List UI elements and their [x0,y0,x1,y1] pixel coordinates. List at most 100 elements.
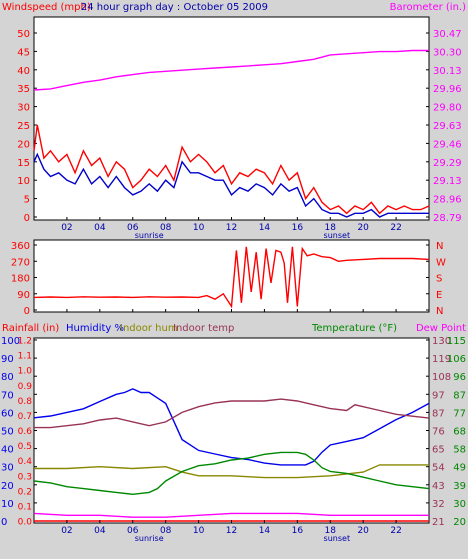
p1-xtick-label-3: 08 [160,223,172,233]
compass-tick-3: W [436,257,446,268]
dir-tick-4: 360 [11,241,30,252]
wind-tick-3: 15 [17,158,30,169]
series-dew-point [33,512,429,518]
series-wind-direction [33,246,430,309]
p3-xtick-label-0: 02 [61,526,72,536]
temperature-tick-2: 39 [453,481,466,492]
temperature-humidity-plot-area [33,337,430,524]
baro-tick-7: 29.96 [433,84,462,95]
compass-tick-0: N [436,306,443,317]
indoor-temp-tick-10: 130 [432,336,451,347]
rain-tick-12: 1.2 [18,337,32,347]
p3-xtick-label-3: 08 [160,526,172,536]
wind-tick-9: 45 [17,47,30,58]
rain-tick-0: 0.0 [18,518,33,528]
humidity-tick-10: 100 [1,336,20,347]
indoor-temp-tick-2: 43 [432,481,445,492]
series-wind-average [33,152,429,218]
p3-sunrise-label: sunrise [135,534,164,543]
baro-tick-0: 28.79 [433,213,462,224]
p1-xtick-label-9: 20 [357,223,369,233]
humidity-tick-9: 90 [1,354,14,365]
series-barometer [33,49,429,91]
p1-xtick-label-5: 12 [226,223,237,233]
legend-indoor-hum: Indoor hum [120,323,178,334]
p3-xtick-label-6: 14 [259,526,271,536]
rain-tick-10: 1.0 [18,367,33,377]
humidity-tick-3: 30 [1,463,14,474]
temperature-tick-8: 96 [453,372,466,383]
barometer-axis-title: Barometer (in.) [390,2,466,13]
rain-tick-6: 0.6 [18,427,33,437]
legend-temperature: Temperature (°F) [311,323,397,334]
temperature-tick-5: 68 [453,427,466,438]
baro-tick-5: 29.63 [433,121,462,132]
dir-tick-1: 90 [17,290,30,301]
dir-tick-3: 270 [11,257,30,268]
wind-tick-6: 30 [17,103,30,114]
wind-tick-0: 0 [24,213,30,224]
rain-tick-3: 0.3 [18,472,32,482]
p1-xtick-label-1: 04 [94,223,106,233]
p3-xtick-label-9: 20 [357,526,369,536]
baro-tick-2: 29.13 [433,176,462,187]
baro-tick-6: 29.80 [433,103,462,114]
p1-xtick-label-0: 02 [61,223,72,233]
indoor-temp-tick-6: 87 [432,408,445,419]
wind-barometer-plot-area [33,16,430,221]
temperature-tick-0: 20 [453,517,466,528]
p3-xtick-label-1: 04 [94,526,106,536]
p3-sunset-label: sunset [324,534,351,543]
rain-tick-5: 0.5 [18,442,32,452]
humidity-tick-0: 0 [1,517,7,528]
p1-xtick-label-8: 18 [325,223,337,233]
temperature-tick-4: 58 [453,445,466,456]
temperature-tick-10: 115 [447,336,466,347]
series-indoor-temp [34,398,430,429]
baro-tick-8: 30.13 [433,66,462,77]
temperature-tick-6: 77 [453,408,466,419]
p3-xtick-label-10: 22 [390,526,401,536]
humidity-tick-4: 40 [1,445,14,456]
p1-xtick-label-6: 14 [259,223,271,233]
series-wind-gust [33,124,430,215]
series-indoor-hum [34,464,429,479]
humidity-tick-1: 10 [1,499,14,510]
indoor-temp-tick-3: 54 [432,463,445,474]
baro-tick-9: 30.30 [433,47,462,58]
p1-sunrise-label: sunrise [135,231,164,240]
wind-tick-10: 50 [17,29,30,40]
p3-xtick-label-5: 12 [226,526,237,536]
series-humidity [33,388,430,466]
rain-tick-11: 1.1 [18,352,32,362]
indoor-temp-tick-8: 108 [432,372,451,383]
baro-tick-4: 29.46 [433,139,462,150]
temperature-tick-7: 87 [453,390,466,401]
indoor-temp-tick-7: 97 [432,390,445,401]
temperature-tick-1: 30 [453,499,466,510]
indoor-temp-tick-0: 21 [432,517,445,528]
p3-xtick-label-8: 18 [325,526,337,536]
p1-xtick-label-4: 10 [193,223,205,233]
indoor-temp-tick-5: 76 [432,427,445,438]
p1-xtick-label-7: 16 [292,223,304,233]
rain-tick-9: 0.9 [18,382,33,392]
baro-tick-3: 29.29 [433,158,462,169]
compass-tick-1: E [436,290,442,301]
humidity-tick-7: 70 [1,390,14,401]
baro-tick-10: 30.47 [433,29,462,40]
wind-tick-2: 10 [17,176,30,187]
dir-tick-0: 0 [24,306,30,317]
p1-xtick-label-2: 06 [127,223,139,233]
temperature-tick-3: 49 [453,463,466,474]
wind-axis-title: Windspeed (mph) [2,2,91,13]
indoor-temp-tick-4: 65 [432,445,445,456]
humidity-tick-8: 80 [1,372,14,383]
rain-tick-7: 0.7 [18,412,32,422]
wind-tick-5: 25 [17,121,30,132]
wind-tick-7: 35 [17,84,30,95]
indoor-temp-tick-9: 119 [432,354,451,365]
indoor-temp-tick-1: 32 [432,499,445,510]
